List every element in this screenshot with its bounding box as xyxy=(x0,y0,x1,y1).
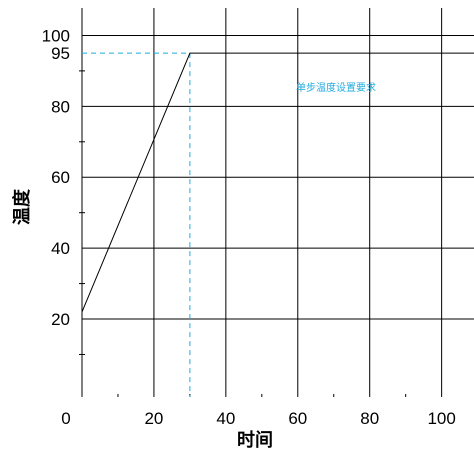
annotation-label: 单步温度设置要求 xyxy=(296,81,376,94)
series-layer xyxy=(81,52,474,313)
x-tick-label: 20 xyxy=(144,409,163,428)
grid-lines xyxy=(81,8,474,397)
minor-ticks xyxy=(79,70,407,397)
x-tick-label: 80 xyxy=(360,409,379,428)
reference-value-label: 95 xyxy=(51,44,70,63)
tick-labels: 0 20 40 60 80 100 20 40 60 80 100 xyxy=(42,26,456,428)
y-tick-label: 100 xyxy=(42,26,70,45)
series-line xyxy=(81,52,474,313)
y-tick-label: 20 xyxy=(51,310,70,329)
y-axis-title: 温度 xyxy=(11,188,33,225)
x-tick-label: 100 xyxy=(427,409,455,428)
y-tick-label: 60 xyxy=(51,168,70,187)
x-tick-label: 40 xyxy=(216,409,235,428)
y-tick-label: 80 xyxy=(51,97,70,116)
x-axis-title: 时间 xyxy=(237,430,273,451)
x-tick-label: 0 xyxy=(61,409,70,428)
y-tick-label: 40 xyxy=(51,239,70,258)
x-tick-label: 60 xyxy=(288,409,307,428)
reference-lines xyxy=(82,52,191,397)
